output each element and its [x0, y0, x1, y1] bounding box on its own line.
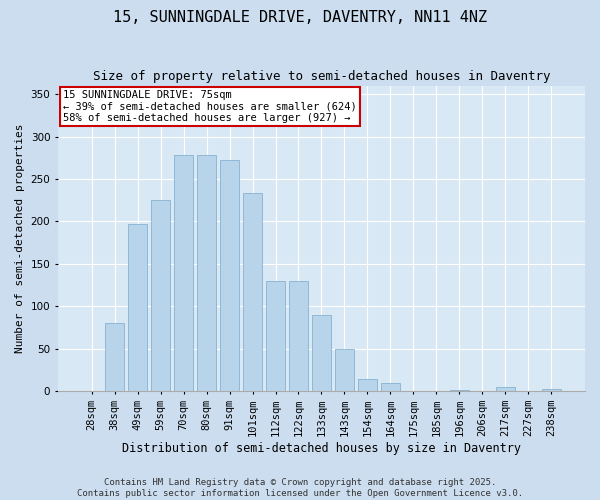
Bar: [312, 315, 331, 392]
Text: 15 SUNNINGDALE DRIVE: 75sqm
← 39% of semi-detached houses are smaller (624)
58% : 15 SUNNINGDALE DRIVE: 75sqm ← 39% of sem…: [63, 90, 357, 124]
Bar: [243, 194, 262, 392]
Bar: [289, 281, 308, 392]
Bar: [449, 390, 469, 392]
Bar: [358, 378, 377, 392]
Bar: [380, 383, 400, 392]
X-axis label: Distribution of semi-detached houses by size in Daventry: Distribution of semi-detached houses by …: [122, 442, 521, 455]
Bar: [128, 224, 148, 392]
Title: Size of property relative to semi-detached houses in Daventry: Size of property relative to semi-detach…: [93, 70, 550, 83]
Text: Contains HM Land Registry data © Crown copyright and database right 2025.
Contai: Contains HM Land Registry data © Crown c…: [77, 478, 523, 498]
Bar: [266, 281, 285, 392]
Bar: [496, 387, 515, 392]
Bar: [220, 160, 239, 392]
Bar: [542, 389, 561, 392]
Text: 15, SUNNINGDALE DRIVE, DAVENTRY, NN11 4NZ: 15, SUNNINGDALE DRIVE, DAVENTRY, NN11 4N…: [113, 10, 487, 25]
Y-axis label: Number of semi-detached properties: Number of semi-detached properties: [15, 124, 25, 353]
Bar: [197, 155, 217, 392]
Bar: [335, 349, 354, 392]
Bar: [174, 155, 193, 392]
Bar: [151, 200, 170, 392]
Bar: [105, 324, 124, 392]
